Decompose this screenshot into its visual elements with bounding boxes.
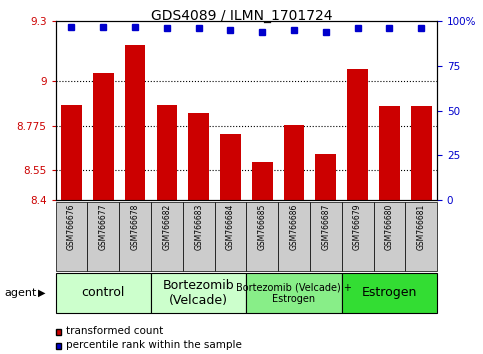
Bar xyxy=(373,202,405,271)
Text: Bortezomib
(Velcade): Bortezomib (Velcade) xyxy=(163,279,234,307)
Text: control: control xyxy=(82,286,125,299)
Bar xyxy=(56,273,151,313)
Bar xyxy=(342,202,373,271)
Bar xyxy=(183,202,214,271)
Text: GSM766683: GSM766683 xyxy=(194,204,203,250)
Text: Estrogen: Estrogen xyxy=(362,286,417,299)
Text: GDS4089 / ILMN_1701724: GDS4089 / ILMN_1701724 xyxy=(151,9,332,23)
Text: GSM766676: GSM766676 xyxy=(67,204,76,250)
Text: Bortezomib (Velcade) +
Estrogen: Bortezomib (Velcade) + Estrogen xyxy=(236,282,352,304)
Bar xyxy=(379,105,400,200)
Bar xyxy=(284,125,304,200)
Bar xyxy=(310,202,342,271)
Text: percentile rank within the sample: percentile rank within the sample xyxy=(66,340,242,350)
Bar xyxy=(246,273,342,313)
Bar xyxy=(156,105,177,200)
Text: GSM766685: GSM766685 xyxy=(258,204,267,250)
Bar xyxy=(220,135,241,200)
Bar xyxy=(93,73,114,200)
Bar xyxy=(278,202,310,271)
Bar xyxy=(125,45,145,200)
Bar xyxy=(151,273,246,313)
Bar xyxy=(214,202,246,271)
Bar xyxy=(188,113,209,200)
Bar xyxy=(87,202,119,271)
Text: GSM766684: GSM766684 xyxy=(226,204,235,250)
Text: GSM766678: GSM766678 xyxy=(130,204,140,250)
Text: transformed count: transformed count xyxy=(66,326,163,336)
Text: GSM766687: GSM766687 xyxy=(321,204,330,250)
Text: GSM766682: GSM766682 xyxy=(162,204,171,250)
Bar xyxy=(252,162,272,200)
Bar xyxy=(61,105,82,200)
Bar xyxy=(151,202,183,271)
Bar xyxy=(246,202,278,271)
Text: agent: agent xyxy=(5,288,37,298)
Bar xyxy=(315,154,336,200)
Bar xyxy=(342,273,437,313)
Bar xyxy=(347,69,368,200)
Bar xyxy=(405,202,437,271)
Text: GSM766686: GSM766686 xyxy=(289,204,298,250)
Text: GSM766680: GSM766680 xyxy=(385,204,394,250)
Bar xyxy=(56,202,87,271)
Text: GSM766679: GSM766679 xyxy=(353,204,362,250)
Bar xyxy=(411,105,431,200)
Bar xyxy=(119,202,151,271)
Text: GSM766681: GSM766681 xyxy=(417,204,426,250)
Text: ▶: ▶ xyxy=(38,288,46,298)
Text: GSM766677: GSM766677 xyxy=(99,204,108,250)
